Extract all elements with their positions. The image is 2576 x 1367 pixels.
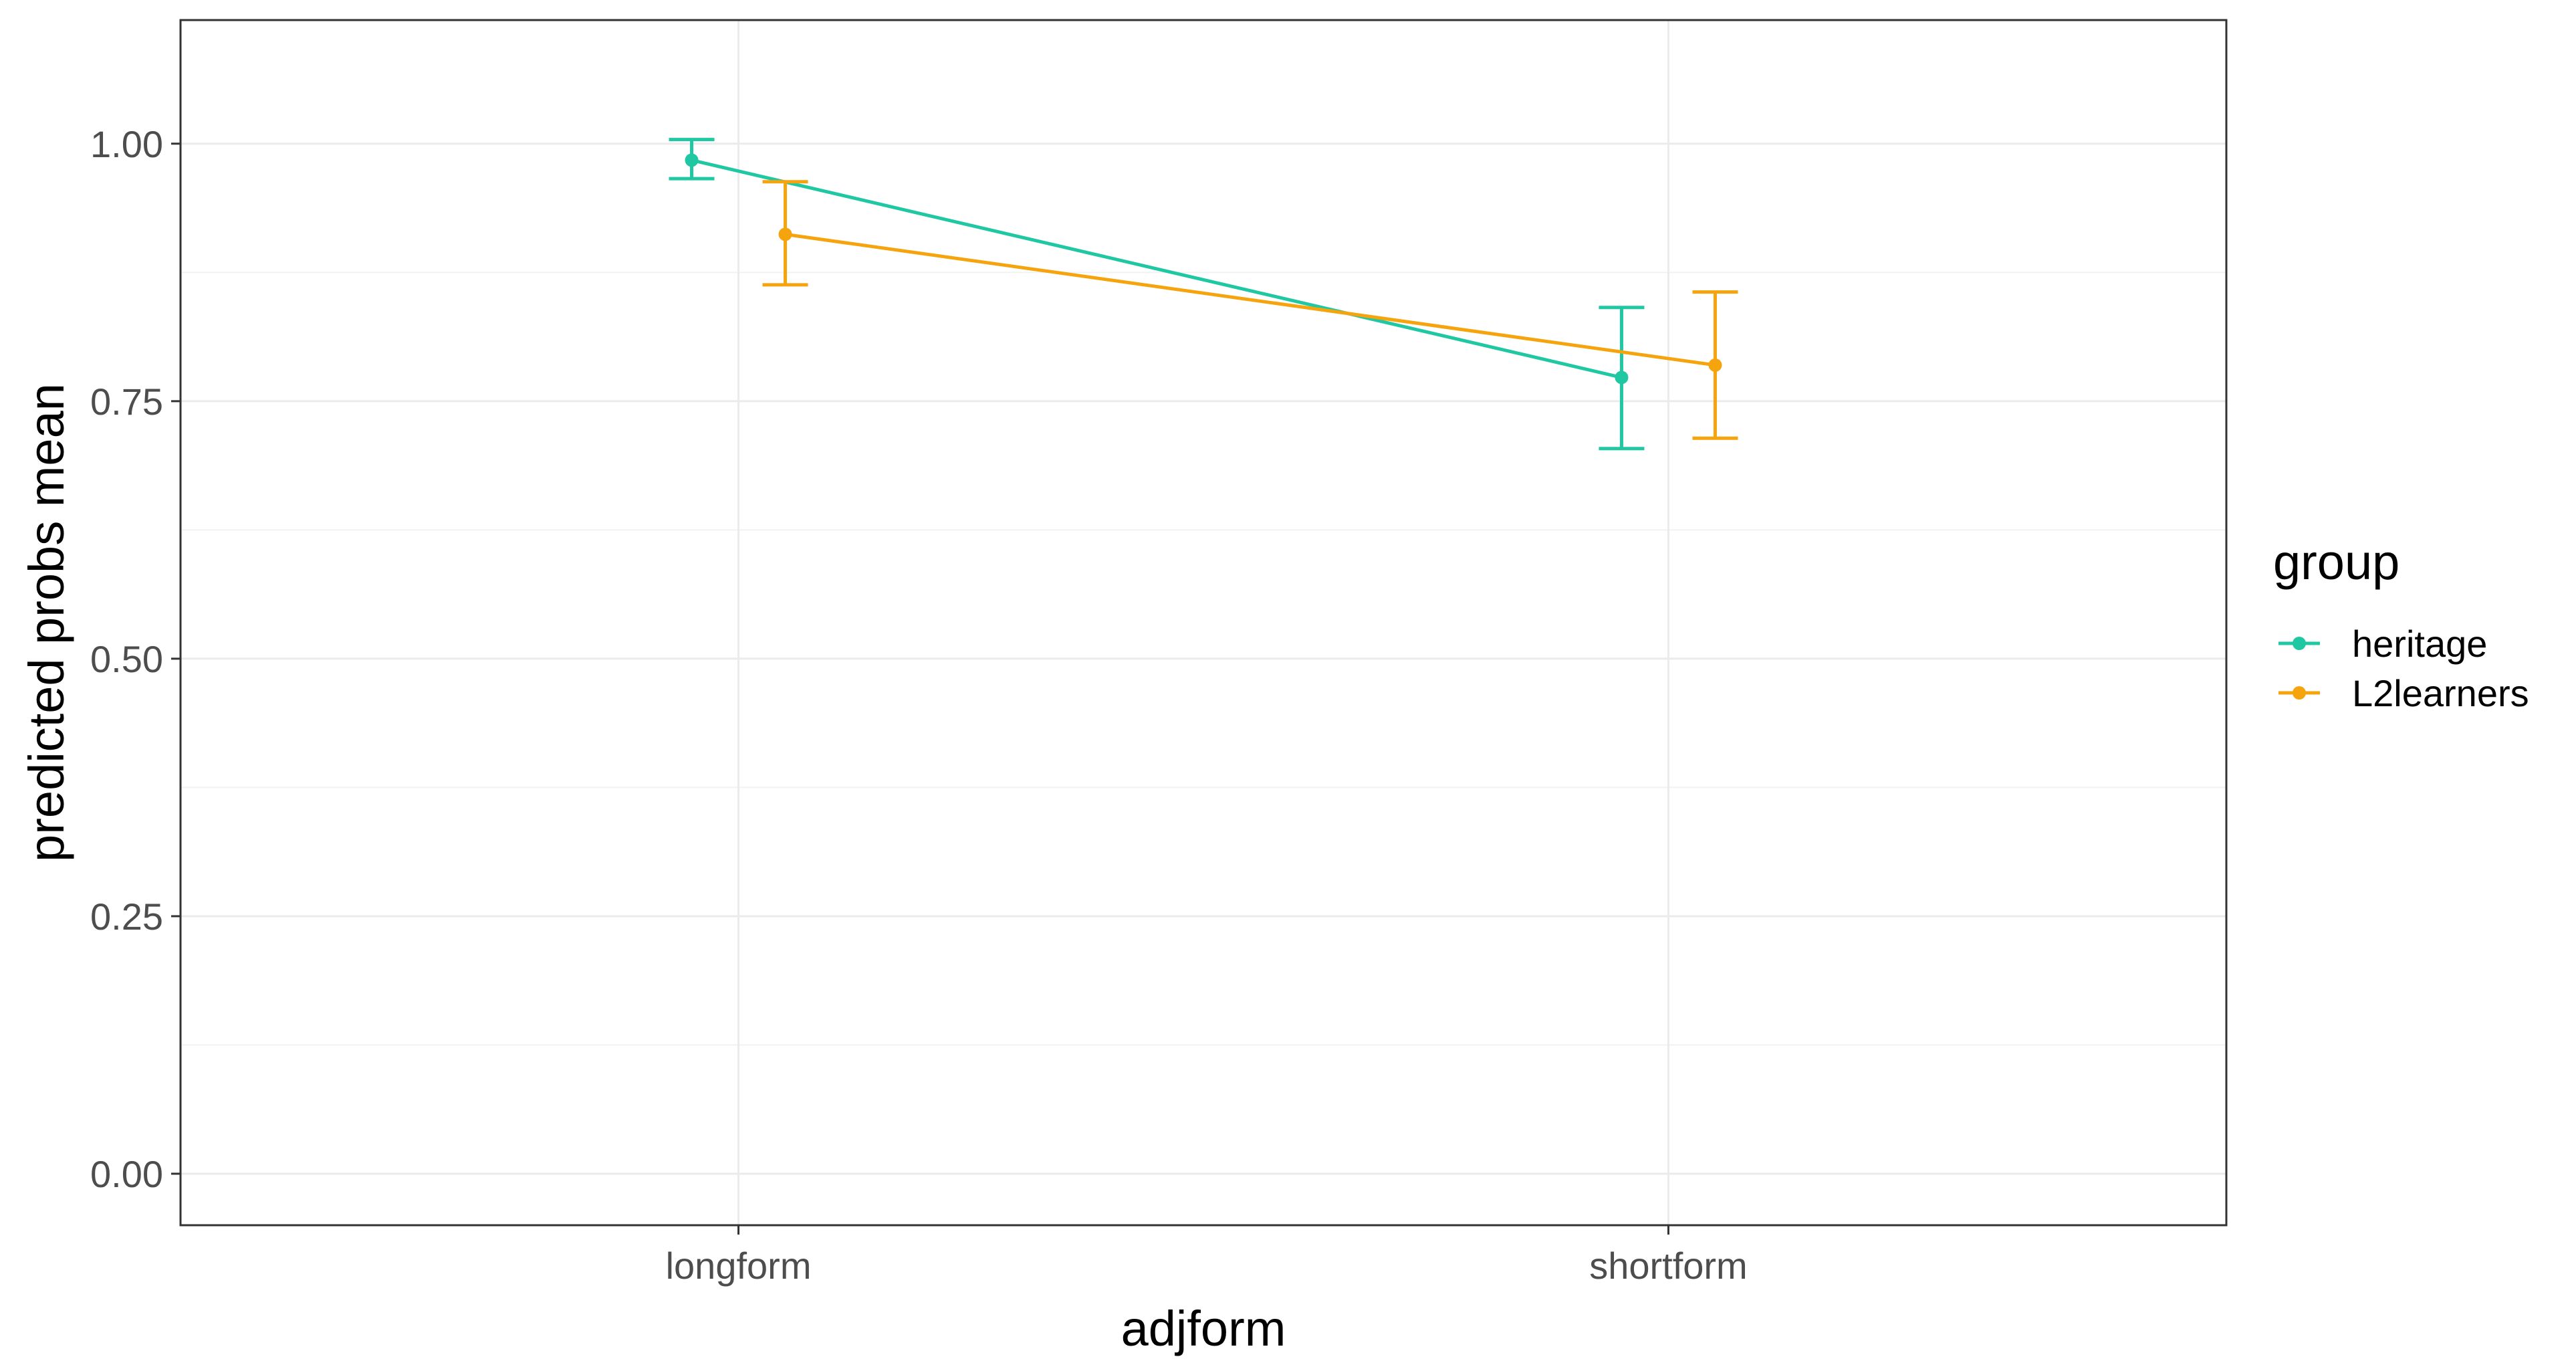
y-tick-label: 0.25 xyxy=(90,896,163,938)
y-tick-label: 0.00 xyxy=(90,1153,163,1195)
legend-label: L2learners xyxy=(2352,672,2529,714)
legend-title: group xyxy=(2273,534,2399,590)
data-point xyxy=(1708,358,1722,372)
panel-border xyxy=(179,19,2228,1227)
grid xyxy=(181,20,2226,1225)
series-line xyxy=(691,159,1623,379)
y-tick-label: 0.75 xyxy=(90,381,163,423)
series-line xyxy=(785,232,1716,367)
y-axis-title: predicted probs mean xyxy=(19,383,74,862)
data-point xyxy=(778,227,792,241)
data-marks xyxy=(669,138,1738,451)
y-axis: 0.00 0.25 0.50 0.75 1.00 xyxy=(90,123,181,1195)
y-tick-label: 1.00 xyxy=(90,123,163,165)
legend: group heritage L2learners xyxy=(2273,534,2529,714)
legend-key-point xyxy=(2293,637,2306,650)
x-tick-label: shortform xyxy=(1589,1245,1748,1287)
legend-label: heritage xyxy=(2352,623,2487,665)
x-axis-title: adjform xyxy=(1121,1301,1286,1356)
data-point xyxy=(685,153,699,167)
series-L2learners xyxy=(762,180,1738,440)
data-point xyxy=(1615,371,1629,385)
y-tick-label: 0.50 xyxy=(90,638,163,680)
series-heritage xyxy=(669,138,1645,451)
legend-key-point xyxy=(2293,686,2306,700)
x-tick-label: longform xyxy=(666,1245,812,1287)
x-axis: longform shortform xyxy=(666,1225,1748,1287)
